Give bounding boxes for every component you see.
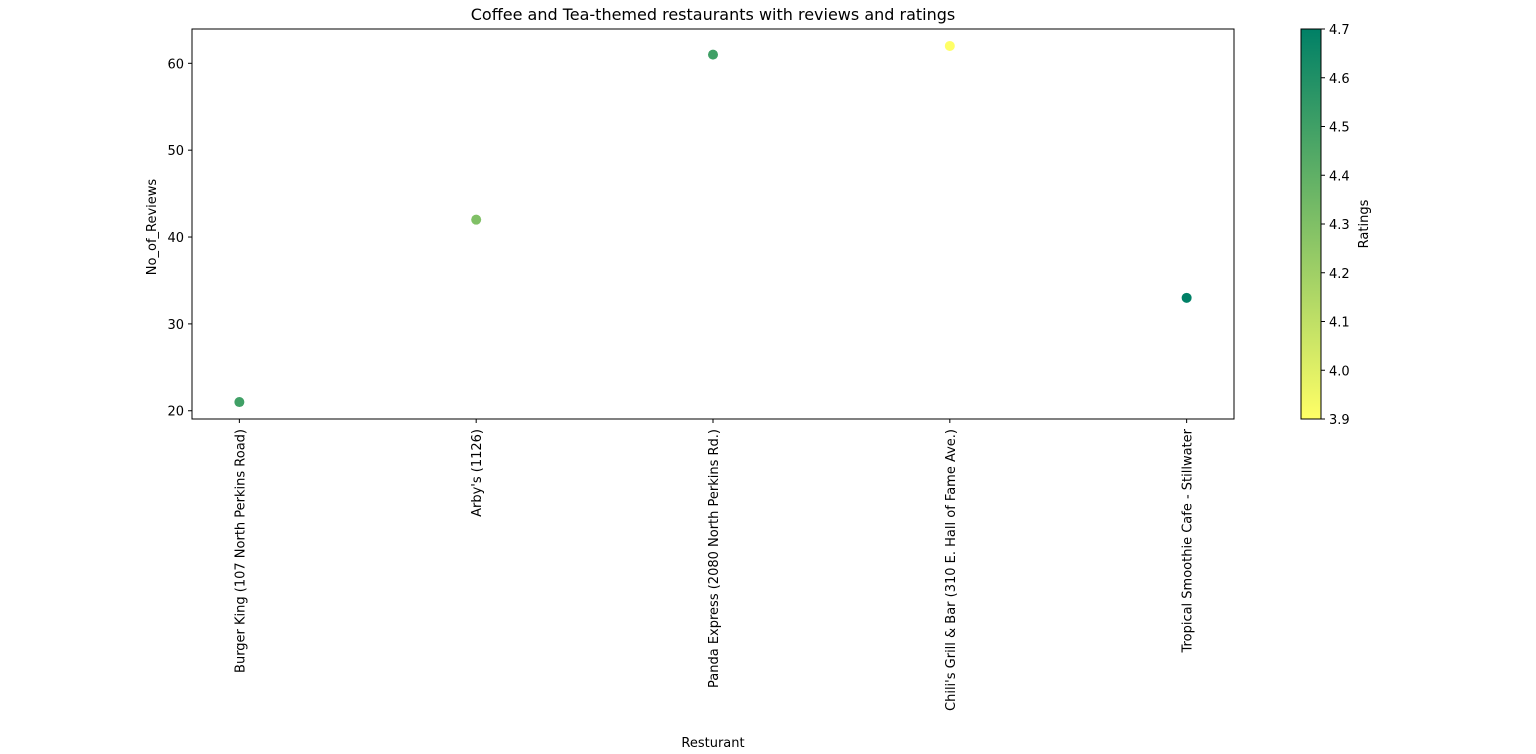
colorbar-tick-label: 4.1 [1329,316,1350,331]
y-axis: 20 30 40 50 60 [167,57,192,420]
colorbar-tick-label: 3.9 [1329,413,1350,428]
chart-title: Coffee and Tea-themed restaurants with r… [471,5,955,24]
data-point [944,40,955,51]
x-tick-label: Arby's (1126) [470,429,485,517]
colorbar-tick-label: 4.5 [1329,121,1350,136]
data-point [708,49,718,60]
x-tick-label: Panda Express (2080 North Perkins Rd.) [707,429,722,688]
colorbar: 3.9 4.0 4.1 4.2 4.3 4.4 4.5 4.6 4.7 Ratings [1300,23,1372,428]
data-point [471,214,482,225]
colorbar-ticks: 3.9 4.0 4.1 4.2 4.3 4.4 4.5 4.6 4.7 [1321,23,1350,428]
colorbar-tick-label: 4.3 [1329,218,1350,233]
y-tick-label: 60 [167,57,184,72]
x-axis-label: Resturant [681,736,744,751]
colorbar-tick-label: 4.6 [1329,72,1350,87]
x-tick-label: Tropical Smoothie Cafe - Stillwater [1181,428,1196,653]
data-point [1181,292,1192,303]
colorbar-label: Ratings [1357,199,1372,248]
x-tick-label: Burger King (107 North Perkins Road) [233,429,248,673]
colorbar-tick-label: 4.7 [1329,23,1350,38]
y-tick-label: 20 [167,405,184,420]
colorbar-tick-label: 4.0 [1329,364,1350,379]
y-axis-label: No_of_Reviews [145,179,160,276]
x-tick-label: Chili's Grill & Bar (310 E. Hall of Fame… [944,429,959,711]
y-tick-label: 30 [167,318,184,333]
colorbar-tick-label: 4.2 [1329,267,1350,282]
y-tick-label: 50 [167,144,184,159]
plot-area [191,28,1235,420]
data-points [234,40,1192,408]
x-axis: Burger King (107 North Perkins Road) Arby… [233,419,1196,711]
colorbar-tick-label: 4.4 [1329,169,1350,184]
colorbar-gradient [1300,28,1322,420]
y-tick-label: 40 [167,231,184,246]
data-point [234,397,245,408]
